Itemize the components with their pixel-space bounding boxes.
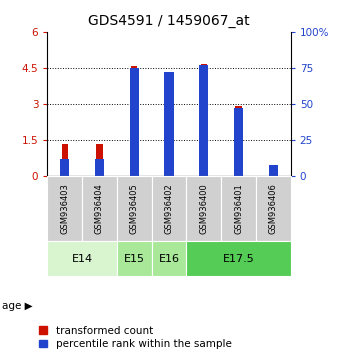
- Bar: [47, 241, 117, 276]
- Bar: [60, 159, 69, 176]
- Bar: [152, 241, 186, 276]
- Text: GSM936403: GSM936403: [60, 183, 69, 234]
- Bar: [199, 65, 209, 176]
- Text: E17.5: E17.5: [223, 253, 255, 264]
- Bar: [129, 68, 139, 176]
- Text: GSM936402: GSM936402: [165, 183, 173, 234]
- Bar: [270, 175, 276, 176]
- Bar: [96, 144, 103, 176]
- FancyBboxPatch shape: [152, 176, 186, 241]
- Text: GSM936401: GSM936401: [234, 183, 243, 234]
- Text: age ▶: age ▶: [2, 301, 32, 311]
- Bar: [131, 66, 137, 176]
- Text: GSM936405: GSM936405: [130, 183, 139, 234]
- FancyBboxPatch shape: [82, 176, 117, 241]
- Text: E16: E16: [159, 253, 179, 264]
- FancyBboxPatch shape: [47, 176, 82, 241]
- Bar: [166, 72, 172, 176]
- Bar: [269, 165, 278, 176]
- Bar: [201, 64, 207, 176]
- Text: GSM936404: GSM936404: [95, 183, 104, 234]
- Bar: [186, 241, 291, 276]
- Bar: [95, 159, 104, 176]
- Bar: [117, 241, 152, 276]
- FancyBboxPatch shape: [256, 176, 291, 241]
- Text: E15: E15: [124, 253, 145, 264]
- FancyBboxPatch shape: [186, 176, 221, 241]
- Bar: [62, 144, 68, 176]
- Text: GDS4591 / 1459067_at: GDS4591 / 1459067_at: [88, 14, 250, 28]
- Bar: [234, 108, 243, 176]
- FancyBboxPatch shape: [117, 176, 152, 241]
- FancyBboxPatch shape: [221, 176, 256, 241]
- Bar: [164, 72, 174, 176]
- Text: GSM936406: GSM936406: [269, 183, 278, 234]
- Text: GSM936400: GSM936400: [199, 183, 208, 234]
- Bar: [235, 107, 242, 176]
- Text: E14: E14: [72, 253, 93, 264]
- Legend: transformed count, percentile rank within the sample: transformed count, percentile rank withi…: [39, 326, 232, 349]
